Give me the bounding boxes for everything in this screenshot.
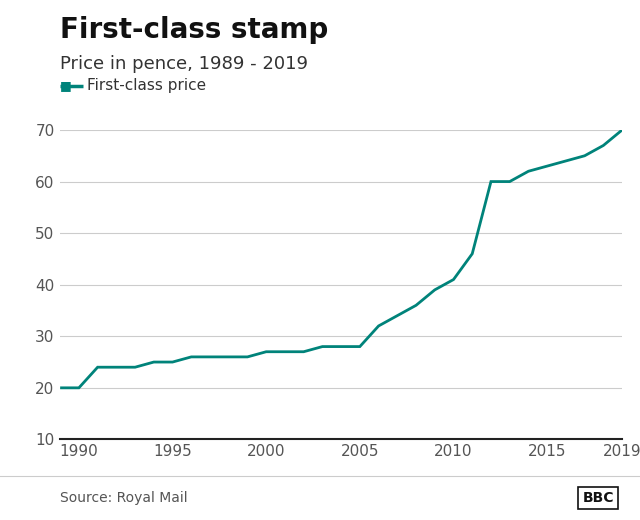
Text: ■: ■ bbox=[60, 79, 72, 93]
Text: BBC: BBC bbox=[582, 491, 614, 505]
Text: Price in pence, 1989 - 2019: Price in pence, 1989 - 2019 bbox=[60, 55, 308, 73]
Text: Source: Royal Mail: Source: Royal Mail bbox=[60, 491, 188, 505]
Text: First-class price: First-class price bbox=[87, 79, 206, 93]
Text: First-class stamp: First-class stamp bbox=[60, 16, 328, 44]
